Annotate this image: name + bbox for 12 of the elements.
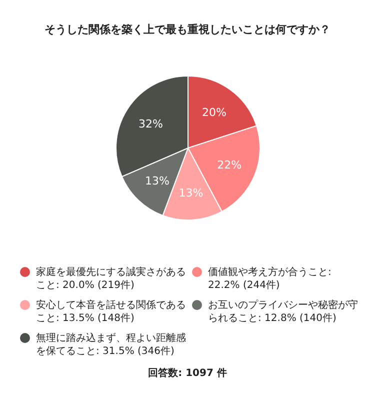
data-label: 22%: [217, 158, 242, 172]
data-label: 13%: [178, 186, 204, 200]
data-label: 20%: [202, 106, 226, 119]
chart-title: そうした関係を築く上で最も重視したいことは何ですか？: [44, 22, 332, 37]
data-label: 13%: [145, 174, 170, 188]
legend-label: 無理に踏み込まず、程よい距離感を保てること: 31.5% (346件): [36, 332, 187, 358]
data-label: 32%: [138, 117, 163, 130]
legend-label: 家庭を最優先にする誠実さがあること: 20.0% (219件): [36, 266, 187, 292]
legend-label: 安心して本音を話せる関係であること: 13.5% (148件): [36, 299, 187, 325]
legend-label: お互いのプライバシーや秘密が守られること: 12.8% (140件): [208, 299, 359, 325]
legend-label: 価値観や考え方が合うこと: 22.2% (244件): [208, 266, 332, 292]
text: 回答数: 1097 件: [147, 366, 228, 380]
